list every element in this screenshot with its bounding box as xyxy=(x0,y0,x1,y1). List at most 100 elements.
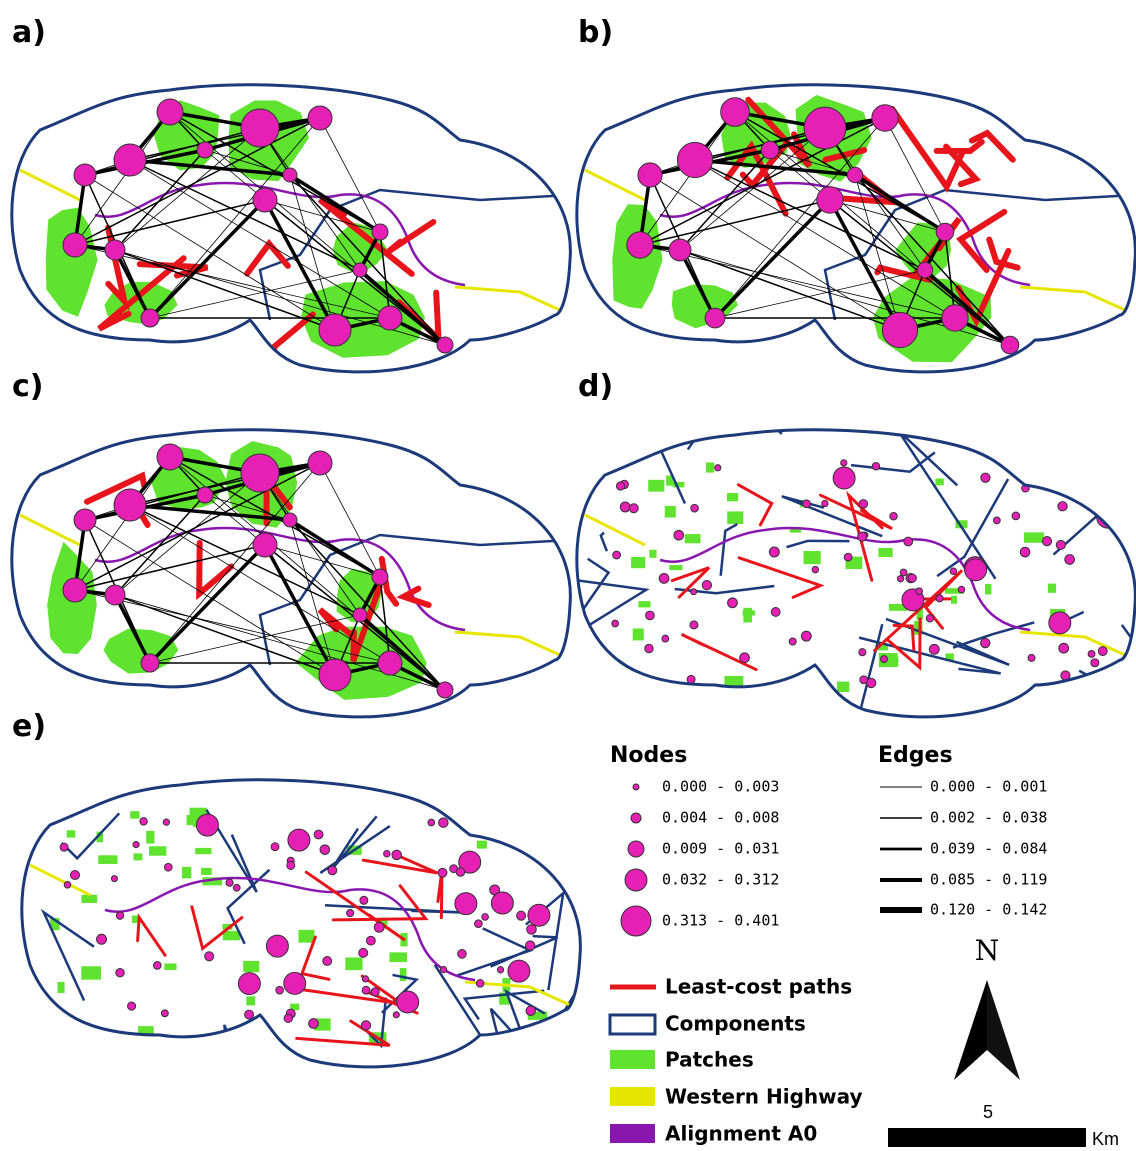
node xyxy=(353,263,367,277)
node xyxy=(801,631,811,641)
patch xyxy=(878,548,892,557)
north-label: N xyxy=(975,934,1000,967)
node xyxy=(993,517,1000,524)
patch xyxy=(146,831,154,844)
legend-title: Nodes xyxy=(610,743,687,768)
node xyxy=(314,830,323,839)
patch xyxy=(633,628,644,640)
patch xyxy=(727,493,738,501)
node xyxy=(1059,643,1069,653)
node xyxy=(476,980,484,988)
patch xyxy=(301,281,425,358)
node xyxy=(917,262,932,277)
node xyxy=(1088,651,1095,658)
patch xyxy=(706,462,714,472)
node xyxy=(241,109,279,147)
node xyxy=(271,843,279,851)
node xyxy=(646,611,655,620)
legend-node xyxy=(631,813,641,823)
node xyxy=(353,608,367,622)
node xyxy=(645,644,653,652)
node xyxy=(804,107,846,149)
legend-swatch xyxy=(610,1015,655,1034)
node xyxy=(74,164,96,186)
node xyxy=(70,870,79,879)
patch xyxy=(104,629,179,674)
node xyxy=(97,934,107,944)
patch xyxy=(67,830,76,837)
node xyxy=(1056,540,1065,549)
maps xyxy=(12,85,1136,1151)
node xyxy=(276,986,284,994)
component-outline xyxy=(577,430,1136,717)
legend-label: 0.032 - 0.312 xyxy=(662,871,779,889)
node xyxy=(284,1014,292,1022)
node xyxy=(105,240,125,260)
edge xyxy=(265,545,380,577)
node xyxy=(233,884,240,891)
patch xyxy=(58,982,65,993)
legend-title: Edges xyxy=(878,743,953,768)
node xyxy=(245,1010,254,1019)
component-boundary xyxy=(224,1025,241,1151)
node xyxy=(769,547,779,557)
legend: Nodes Edges 0.000 - 0.0030.004 - 0.0080.… xyxy=(610,743,1119,1149)
node xyxy=(1065,555,1075,565)
component-boundary xyxy=(601,533,607,552)
map-panel xyxy=(12,85,571,372)
node xyxy=(517,911,526,920)
component-boundary xyxy=(483,783,557,834)
patch xyxy=(246,996,255,1005)
node xyxy=(859,649,866,656)
patch xyxy=(727,511,743,524)
node xyxy=(197,487,213,503)
panel-label: b) xyxy=(578,15,613,50)
node xyxy=(196,814,218,836)
component-boundary xyxy=(623,432,684,503)
node xyxy=(361,1021,370,1030)
patch xyxy=(164,963,176,970)
node xyxy=(372,569,388,585)
legend-swatch xyxy=(610,1087,655,1106)
node xyxy=(482,914,489,921)
node xyxy=(822,500,828,506)
node xyxy=(475,920,483,928)
component-boundary xyxy=(787,541,850,547)
panel-label: d) xyxy=(578,369,613,404)
patch xyxy=(201,868,212,875)
node xyxy=(153,962,161,970)
patch xyxy=(784,679,800,693)
node xyxy=(677,142,712,177)
edge xyxy=(150,200,265,318)
node xyxy=(890,513,897,520)
alignment xyxy=(95,528,465,630)
node xyxy=(283,168,297,182)
node xyxy=(128,1002,136,1010)
node xyxy=(362,986,370,994)
map-panel xyxy=(12,430,571,717)
legend-label: 0.085 - 0.119 xyxy=(930,871,1047,889)
node xyxy=(378,306,402,330)
node xyxy=(455,893,477,915)
node-legend: 0.000 - 0.0030.004 - 0.0080.009 - 0.0310… xyxy=(621,778,779,937)
patch xyxy=(669,565,682,570)
node xyxy=(638,163,662,187)
node xyxy=(105,585,125,605)
legend-node xyxy=(633,784,639,790)
least-cost-path xyxy=(192,907,242,949)
node xyxy=(309,1019,319,1029)
patch xyxy=(1021,460,1040,472)
node xyxy=(64,882,71,889)
node xyxy=(428,819,435,826)
node xyxy=(60,843,68,851)
patch xyxy=(685,534,701,543)
node xyxy=(283,513,297,527)
node xyxy=(157,444,183,470)
node xyxy=(63,578,87,602)
highway xyxy=(20,170,560,310)
node xyxy=(1020,547,1030,557)
node xyxy=(789,638,796,645)
patch xyxy=(631,557,645,568)
map-content xyxy=(585,95,1135,362)
map-content xyxy=(30,726,654,1151)
